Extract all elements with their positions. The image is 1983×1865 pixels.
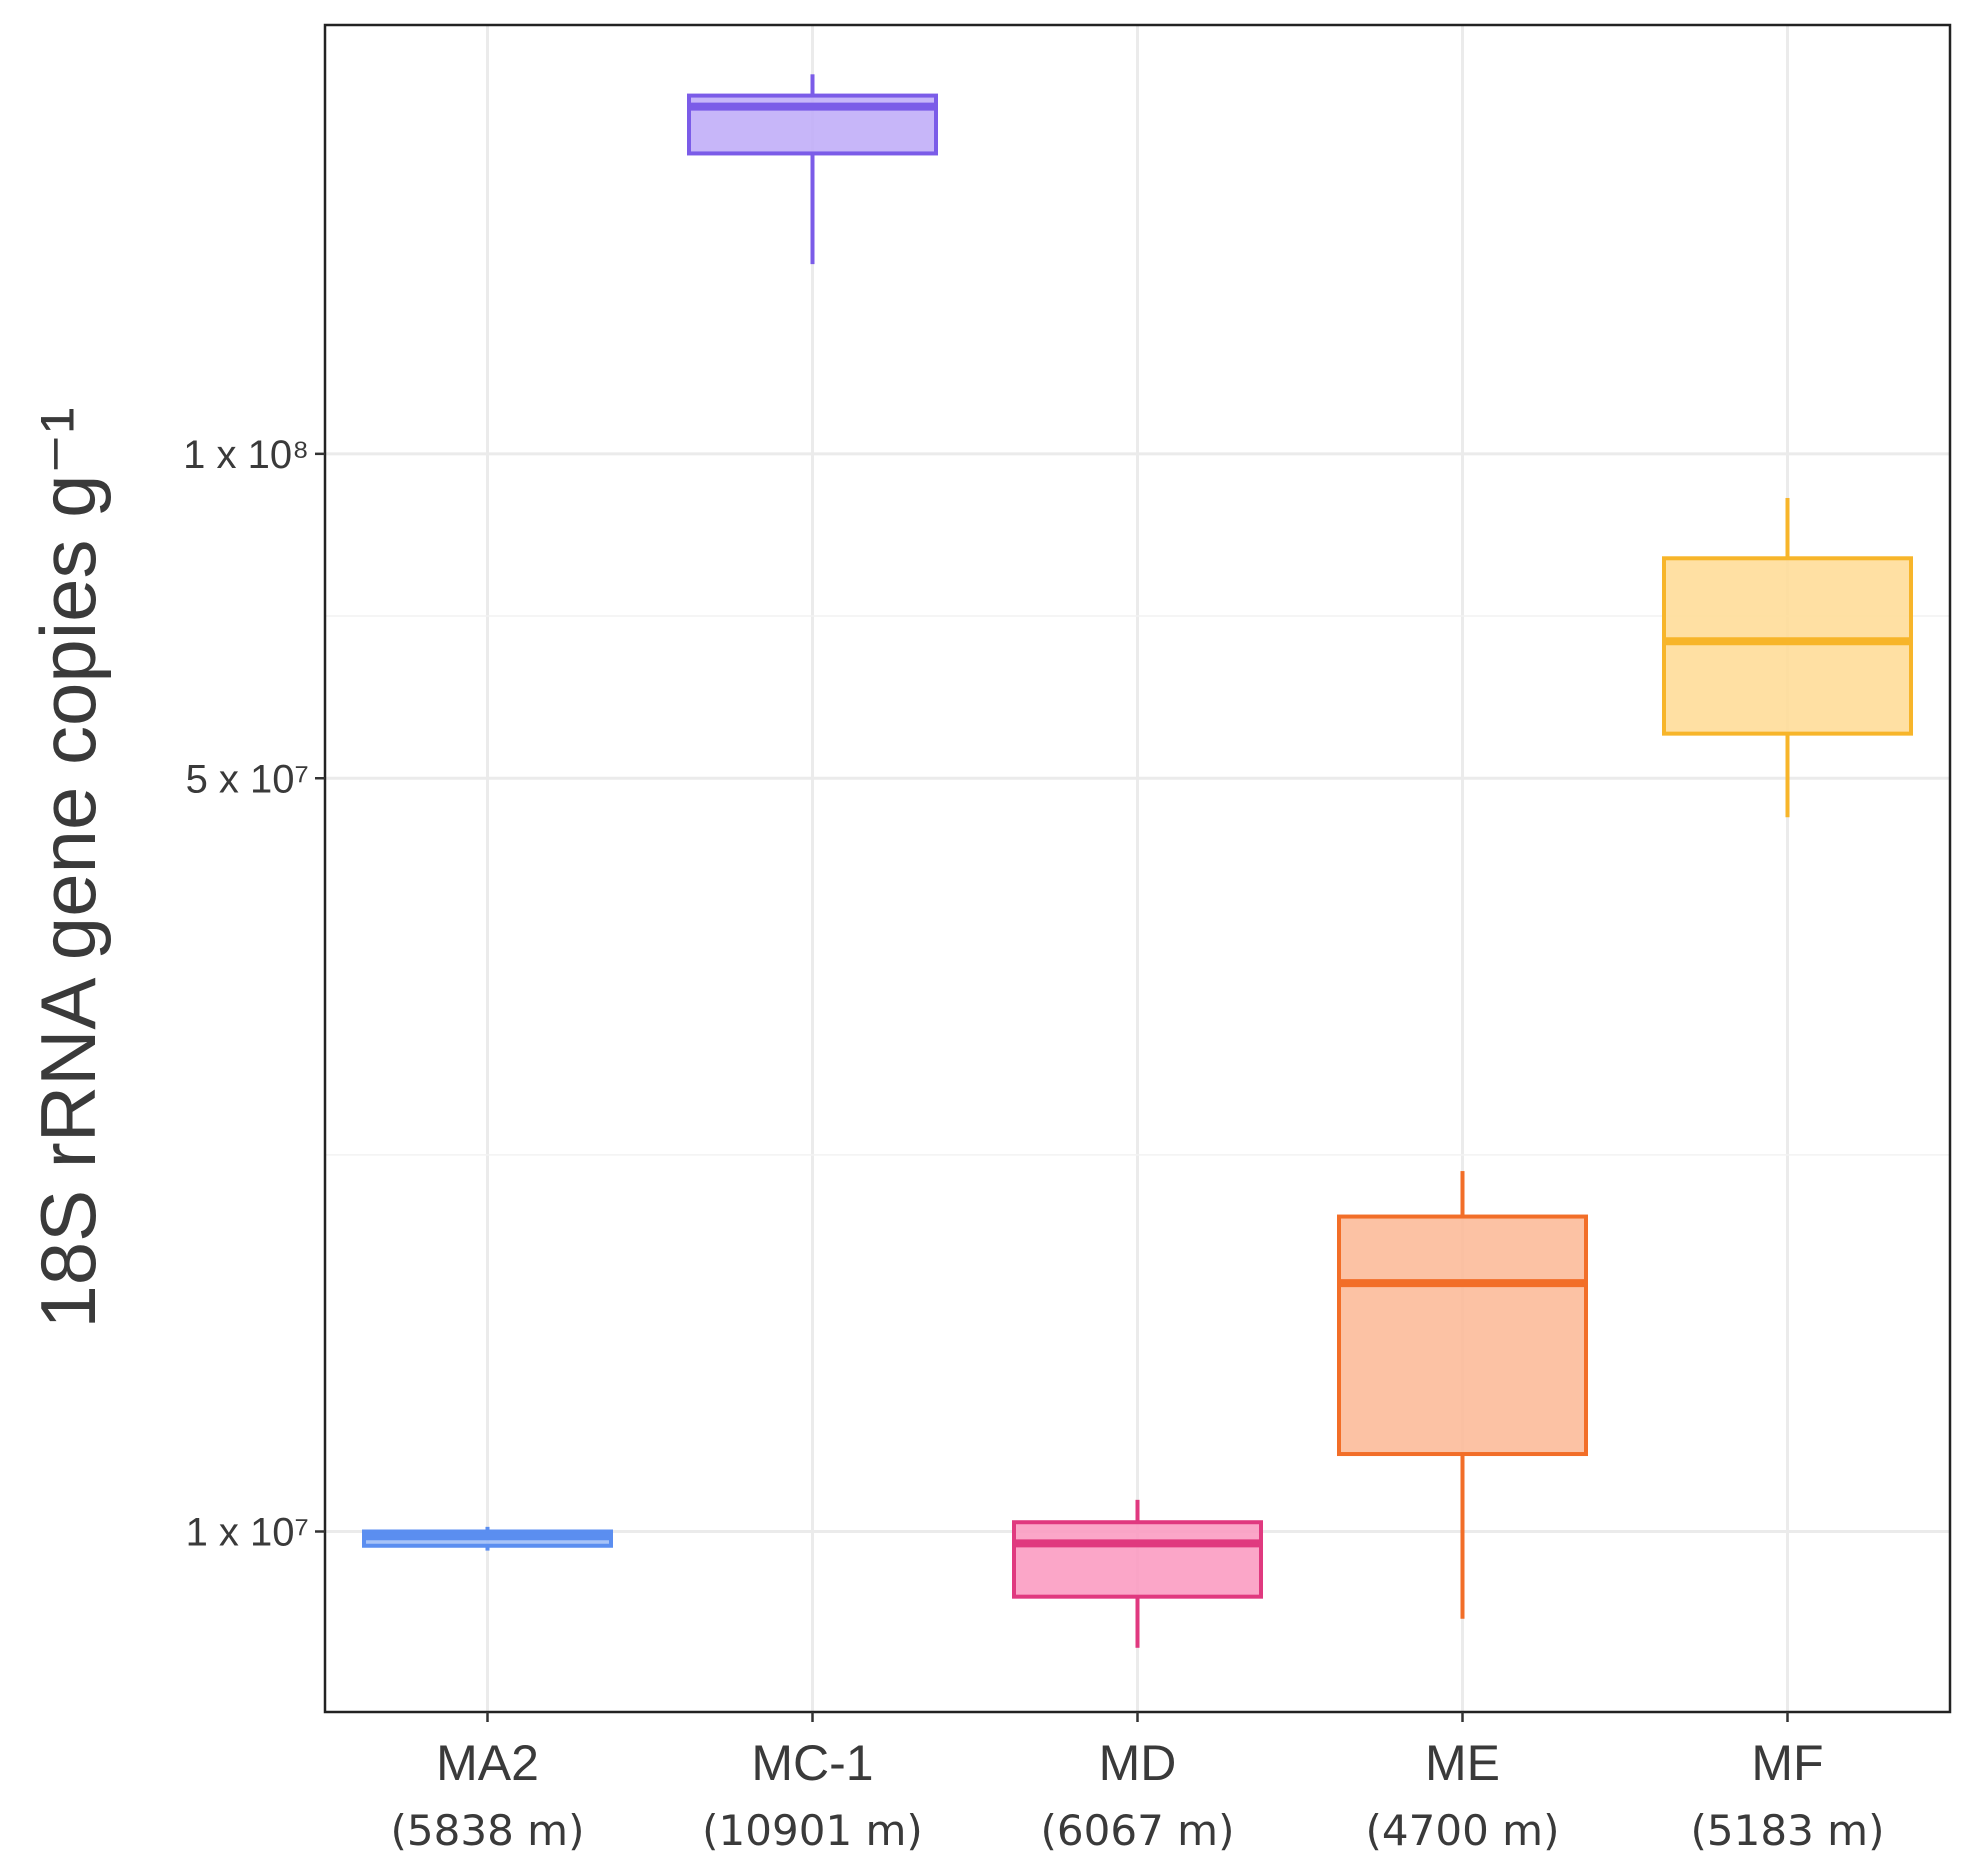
axes: MA2 (5838 m) MC-1 (10901 m) MD (6067 m) ME (470… — [183, 433, 1884, 1855]
x-tick-depth-label: (10901 m) — [702, 1806, 923, 1855]
x-tick-depth-label: (5838 m) — [391, 1806, 585, 1855]
x-tick-label: MA2 — [436, 1735, 539, 1791]
x-tick-label: MF — [1751, 1735, 1823, 1791]
x-tick-depth-label: (5183 m) — [1691, 1806, 1885, 1855]
y-tick-label: 1 x 10⁸ — [183, 433, 309, 477]
x-tick-label: MD — [1099, 1735, 1177, 1791]
box-iqr — [1662, 556, 1913, 736]
x-tick-depth-label: (6067 m) — [1041, 1806, 1235, 1855]
y-axis-title: 18S rRNA gene copies g⁻¹ — [24, 407, 112, 1328]
x-tick-label: MC-1 — [751, 1735, 873, 1791]
box-mc-1 — [687, 74, 938, 265]
x-tick-label: ME — [1425, 1735, 1500, 1791]
box-md — [1012, 1499, 1263, 1648]
box-mf — [1662, 497, 1913, 818]
x-tick-depth-label: (4700 m) — [1366, 1806, 1560, 1855]
y-tick-label: 5 x 10⁷ — [186, 757, 309, 801]
boxes — [362, 74, 1913, 1648]
box-me — [1337, 1171, 1588, 1619]
box-iqr — [1012, 1520, 1263, 1599]
box-iqr — [1337, 1214, 1588, 1457]
y-tick-label: 1 x 10⁷ — [186, 1511, 309, 1555]
box-ma2 — [362, 1526, 613, 1551]
